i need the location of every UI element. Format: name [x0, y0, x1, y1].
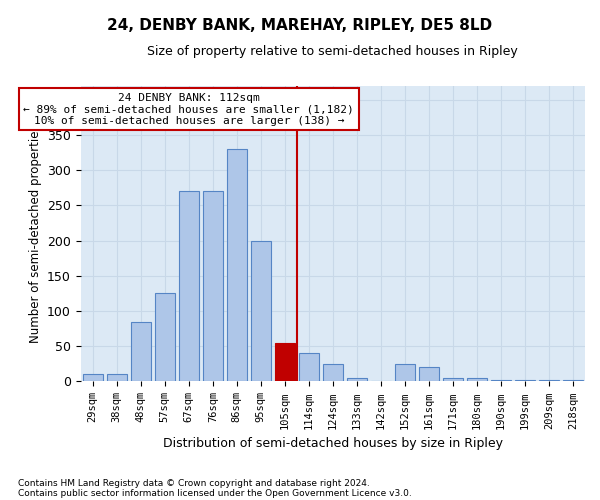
Text: 24, DENBY BANK, MAREHAY, RIPLEY, DE5 8LD: 24, DENBY BANK, MAREHAY, RIPLEY, DE5 8LD — [107, 18, 493, 32]
Bar — [83, 374, 103, 382]
Bar — [227, 149, 247, 382]
Bar — [515, 380, 535, 382]
Bar — [251, 240, 271, 382]
Bar — [491, 380, 511, 382]
Bar — [107, 374, 127, 382]
Bar — [347, 378, 367, 382]
X-axis label: Distribution of semi-detached houses by size in Ripley: Distribution of semi-detached houses by … — [163, 437, 503, 450]
Bar — [563, 380, 583, 382]
Bar — [179, 191, 199, 382]
Bar — [443, 378, 463, 382]
Bar — [155, 294, 175, 382]
Bar — [203, 191, 223, 382]
Bar — [419, 368, 439, 382]
Bar — [275, 342, 295, 382]
Title: Size of property relative to semi-detached houses in Ripley: Size of property relative to semi-detach… — [148, 45, 518, 58]
Bar — [395, 364, 415, 382]
Text: 24 DENBY BANK: 112sqm
← 89% of semi-detached houses are smaller (1,182)
10% of s: 24 DENBY BANK: 112sqm ← 89% of semi-deta… — [23, 92, 354, 126]
Bar — [131, 322, 151, 382]
Bar — [467, 378, 487, 382]
Bar — [539, 380, 559, 382]
Bar — [323, 364, 343, 382]
Text: Contains HM Land Registry data © Crown copyright and database right 2024.: Contains HM Land Registry data © Crown c… — [18, 478, 370, 488]
Text: Contains public sector information licensed under the Open Government Licence v3: Contains public sector information licen… — [18, 488, 412, 498]
Bar — [299, 354, 319, 382]
Y-axis label: Number of semi-detached properties: Number of semi-detached properties — [29, 124, 41, 343]
